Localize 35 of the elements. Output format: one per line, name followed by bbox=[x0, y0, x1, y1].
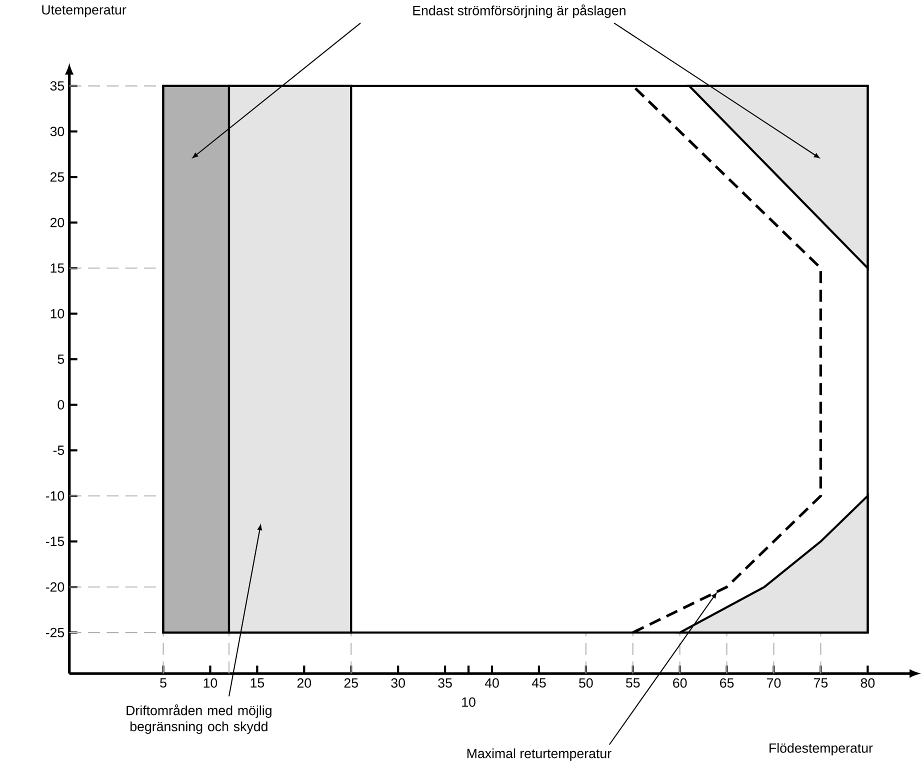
y-tick-label: -15 bbox=[46, 536, 64, 546]
x-tick-label: 55 bbox=[626, 678, 640, 688]
y-tick-label: -5 bbox=[53, 446, 64, 456]
y-tick-label: 20 bbox=[50, 218, 64, 228]
x-tick-label: 80 bbox=[860, 678, 875, 688]
y-tick-label: -10 bbox=[46, 491, 64, 501]
annotation: Endast strömförsörjning är påslagen bbox=[413, 4, 626, 18]
text: Driftområden med möjlig begränsning och skydd bbox=[126, 704, 272, 734]
x-tick-label: 70 bbox=[767, 678, 781, 688]
y-tick-label: 35 bbox=[50, 81, 64, 91]
x-tick-label: 50 bbox=[579, 678, 593, 688]
y-tick-label: 10 bbox=[50, 309, 64, 318]
y-tick-label: 0 bbox=[58, 400, 64, 410]
x-tick-label: 5 bbox=[160, 678, 166, 688]
x-tick-label: 25 bbox=[344, 678, 358, 688]
x-tick-label: 75 bbox=[814, 678, 828, 688]
y-tick-label: 30 bbox=[50, 126, 64, 136]
y-tick-label: 15 bbox=[50, 264, 64, 273]
x-tick-label: 10 bbox=[204, 678, 218, 688]
y-tick-label: -20 bbox=[46, 582, 64, 592]
x-tick-label: 35 bbox=[438, 678, 452, 688]
annotation: Maximal returtemperatur bbox=[467, 748, 612, 761]
y-tick-label: 25 bbox=[50, 172, 64, 182]
x-tick-label: 40 bbox=[484, 678, 499, 688]
y-axis-title: Utetemperatur bbox=[42, 5, 126, 18]
x-tick-label: 65 bbox=[720, 678, 734, 688]
x-tick-label: 45 bbox=[532, 678, 546, 688]
y-tick-label: -25 bbox=[46, 628, 64, 638]
text: 10 bbox=[462, 697, 476, 707]
x-tick-label: 15 bbox=[250, 678, 264, 688]
x-tick-label: 60 bbox=[673, 678, 687, 688]
x-tick-label: 20 bbox=[297, 678, 312, 688]
x-axis-title: Flödestemperatur bbox=[770, 743, 873, 756]
x-tick-label: 30 bbox=[391, 678, 405, 688]
y-tick-label: 5 bbox=[58, 354, 64, 364]
